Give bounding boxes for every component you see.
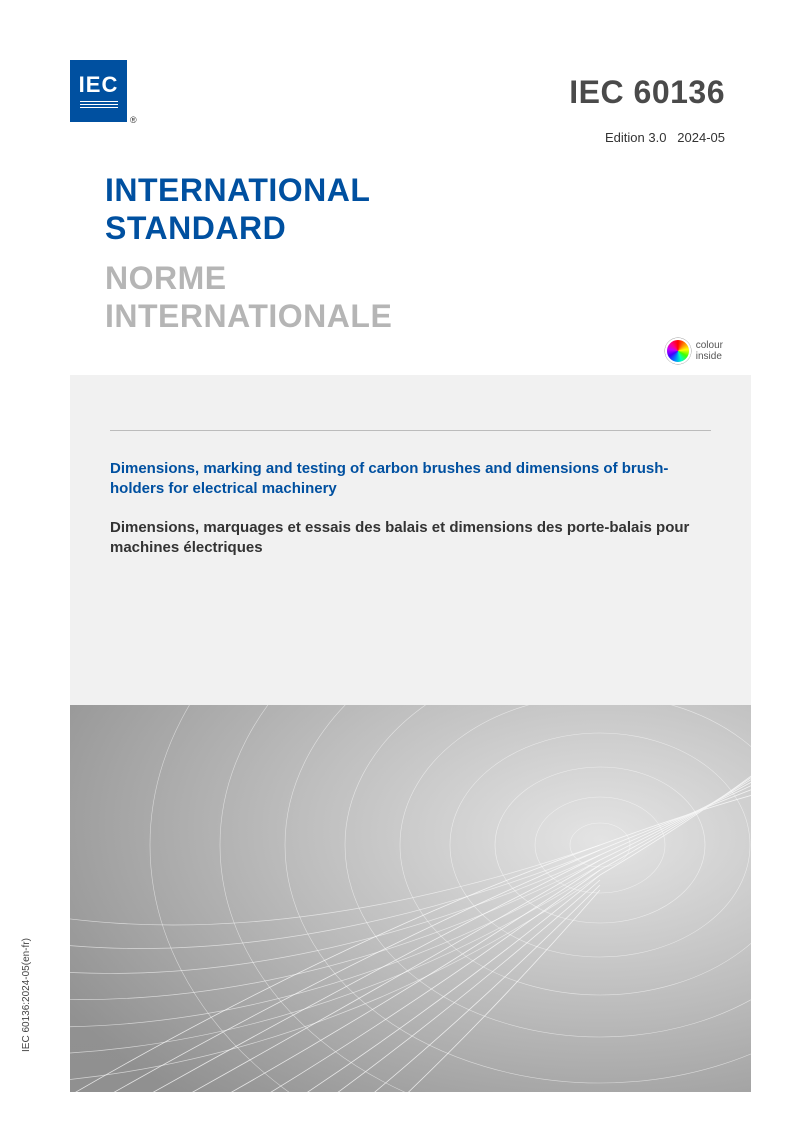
logo-underline bbox=[80, 101, 118, 110]
panel-divider bbox=[110, 430, 711, 431]
subtitle-english: Dimensions, marking and testing of carbo… bbox=[110, 459, 711, 500]
edition-label: Edition 3.0 bbox=[605, 130, 666, 145]
logo-text: IEC bbox=[79, 72, 119, 98]
subtitle-panel: Dimensions, marking and testing of carbo… bbox=[70, 375, 751, 705]
edition-date: 2024-05 bbox=[677, 130, 725, 145]
title-fr-line2: INTERNATIONALE bbox=[105, 298, 392, 334]
cover-graphic bbox=[70, 705, 751, 1092]
title-fr-line1: NORME bbox=[105, 260, 227, 296]
document-code: IEC 60136 bbox=[569, 74, 725, 111]
subtitle-french: Dimensions, marquages et essais des bala… bbox=[110, 518, 711, 559]
colour-inside-badge: colour inside bbox=[665, 338, 723, 364]
iec-logo: IEC bbox=[70, 60, 127, 122]
title-en-line1: INTERNATIONAL bbox=[105, 172, 370, 208]
title-french: NORME INTERNATIONALE bbox=[105, 260, 392, 336]
edition-line: Edition 3.0 2024-05 bbox=[605, 130, 725, 145]
title-en-line2: STANDARD bbox=[105, 210, 286, 246]
side-reference-code: IEC 60136:2024-05(en-fr) bbox=[21, 938, 32, 1052]
title-english: INTERNATIONAL STANDARD bbox=[105, 172, 370, 248]
colour-label: colour inside bbox=[696, 340, 723, 362]
colour-wheel-icon bbox=[665, 338, 691, 364]
cover-page: IEC ® IEC 60136 Edition 3.0 2024-05 INTE… bbox=[0, 0, 793, 1122]
registered-mark: ® bbox=[130, 115, 137, 125]
